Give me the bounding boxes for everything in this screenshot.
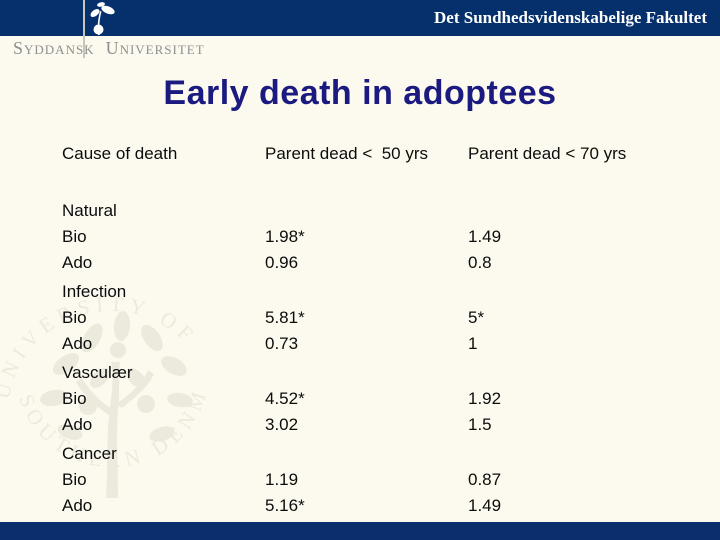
- cause-label: Cancer: [62, 444, 117, 463]
- row-label: Ado: [62, 415, 93, 434]
- value-parent-dead-50: 1.98*: [265, 227, 305, 246]
- university-seal-watermark: UNIVERSITY OF SOUTHERN DENMARK: [0, 286, 207, 498]
- value-parent-dead-70: 5*: [468, 308, 485, 327]
- col-header-cause: Cause of death: [62, 144, 178, 163]
- table-row: Ado 3.02 1.5: [62, 412, 702, 438]
- cause-row: Vasculær: [62, 360, 702, 386]
- mortality-table: Cause of death Parent dead < 50 yrs Pare…: [62, 141, 702, 522]
- logo-divider-line: [83, 0, 85, 58]
- table-row: Ado 5.16* 1.49: [62, 493, 702, 519]
- value-parent-dead-70: 1.49: [468, 227, 502, 246]
- table-row: Bio 1.19 0.87: [62, 467, 702, 493]
- value-parent-dead-50: 3.02: [265, 415, 299, 434]
- university-name: Syddansk Universitet: [13, 38, 205, 59]
- value-parent-dead-70: 1: [468, 334, 478, 353]
- sdu-leaf-logo-icon: [90, 2, 115, 35]
- value-parent-dead-70: 1.92: [468, 389, 502, 408]
- faculty-name: Det Sundhedsvidenskabelige Fakultet: [434, 8, 707, 27]
- footer-bar: [0, 522, 720, 540]
- row-label: Ado: [62, 496, 93, 515]
- value-parent-dead-70: 0.8: [468, 253, 492, 272]
- value-parent-dead-50: 5.81*: [265, 308, 305, 327]
- table-body: Natural Bio 1.98* 1.49 Ado 0.96 0.8 Infection Bi…: [62, 198, 702, 519]
- table-row: Bio 4.52* 1.92: [62, 386, 702, 412]
- university-name-right: Universitet: [105, 38, 205, 58]
- table-row: Bio 5.81* 5*: [62, 305, 702, 331]
- value-parent-dead-50: 1.19: [265, 470, 299, 489]
- value-parent-dead-50: 5.16*: [265, 496, 305, 515]
- table-header-row: Cause of death Parent dead < 50 yrs Pare…: [62, 141, 702, 167]
- cause-row: Infection: [62, 279, 702, 305]
- value-parent-dead-50: 0.96: [265, 253, 299, 272]
- table-row: Bio 1.98* 1.49: [62, 224, 702, 250]
- cause-row: Natural: [62, 198, 702, 224]
- value-parent-dead-70: 0.87: [468, 470, 502, 489]
- row-label: Ado: [62, 334, 93, 353]
- value-parent-dead-50: 4.52*: [265, 389, 305, 408]
- cause-label: Natural: [62, 201, 117, 220]
- header-banner: [0, 0, 720, 36]
- seal-tree: [40, 311, 193, 498]
- row-label: Ado: [62, 253, 93, 272]
- col-header-parent-dead-70: Parent dead < 70 yrs: [468, 144, 627, 163]
- row-label: Bio: [62, 308, 87, 327]
- slide-title: Early death in adoptees: [163, 74, 557, 112]
- cause-label: Infection: [62, 282, 127, 301]
- value-parent-dead-70: 1.49: [468, 496, 502, 515]
- cause-group: Infection Bio 5.81* 5* Ado 0.73 1: [62, 279, 702, 357]
- value-parent-dead-70: 1.5: [468, 415, 492, 434]
- cause-label: Vasculær: [62, 363, 133, 382]
- value-parent-dead-50: 0.73: [265, 334, 299, 353]
- cause-group: Vasculær Bio 4.52* 1.92 Ado 3.02 1.5: [62, 360, 702, 438]
- university-name-left: Syddansk: [13, 38, 95, 58]
- cause-group: Cancer Bio 1.19 0.87 Ado 5.16* 1.49: [62, 441, 702, 519]
- cause-row: Cancer: [62, 441, 702, 467]
- row-label: Bio: [62, 470, 87, 489]
- table-row: Ado 0.73 1: [62, 331, 702, 357]
- row-label: Bio: [62, 389, 87, 408]
- table-row: Ado 0.96 0.8: [62, 250, 702, 276]
- row-label: Bio: [62, 227, 87, 246]
- cause-group: Natural Bio 1.98* 1.49 Ado 0.96 0.8: [62, 198, 702, 276]
- col-header-parent-dead-50: Parent dead < 50 yrs: [265, 144, 429, 163]
